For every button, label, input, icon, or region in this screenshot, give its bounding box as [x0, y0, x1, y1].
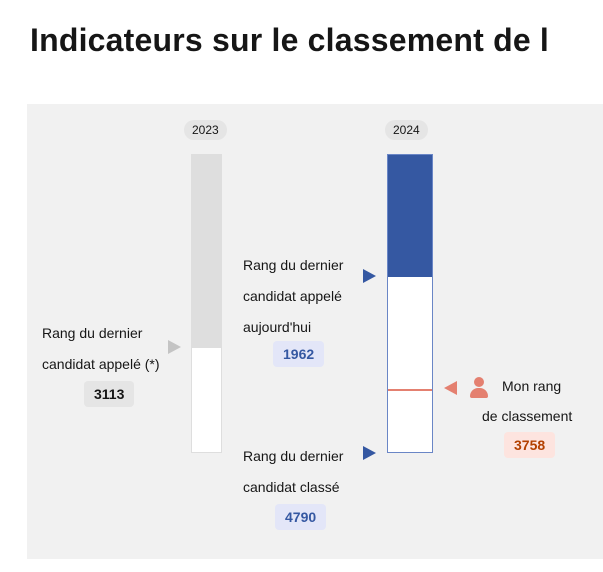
- last-ranked-value-badge: 4790: [275, 504, 327, 530]
- year-label-2023: 2023: [184, 120, 227, 140]
- ranking-indicators-panel: 2023 Rang du dernier candidat appelé (*)…: [27, 104, 603, 559]
- my-rank-label-line2: de classement: [482, 408, 573, 424]
- last-called-today-label-line3: aujourd'hui: [243, 319, 312, 335]
- last-called-today-label-line2: candidat appelé: [243, 288, 342, 304]
- last-called-2023-label-line1: Rang du dernier: [42, 325, 143, 341]
- last-ranked-label-line1: Rang du dernier: [243, 448, 344, 464]
- last-called-today-label-line1: Rang du dernier: [243, 257, 344, 273]
- last-ranked-arrow-icon: [363, 446, 376, 460]
- page-title: Indicateurs sur le classement de l: [30, 22, 550, 58]
- bar-2023-called-fill: [192, 155, 221, 348]
- last-called-2023-arrow-icon: [168, 340, 181, 354]
- last-called-2023-label-line2: candidat appelé (*): [42, 356, 160, 372]
- bar-2023: [191, 154, 222, 453]
- last-called-today-arrow-icon: [363, 269, 376, 283]
- last-called-2023-value-badge: 3113: [84, 381, 135, 407]
- bar-2024-called-today-fill: [388, 155, 432, 277]
- last-called-today-value-badge: 1962: [273, 341, 325, 367]
- bar-2024: [387, 154, 433, 453]
- my-rank-marker-line: [388, 389, 432, 391]
- last-ranked-label-line2: candidat classé: [243, 479, 340, 495]
- person-icon: [470, 377, 488, 399]
- my-rank-arrow-icon: [444, 381, 457, 395]
- my-rank-label-line1: Mon rang: [502, 378, 562, 394]
- my-rank-value-badge: 3758: [504, 432, 556, 458]
- year-label-2024: 2024: [385, 120, 428, 140]
